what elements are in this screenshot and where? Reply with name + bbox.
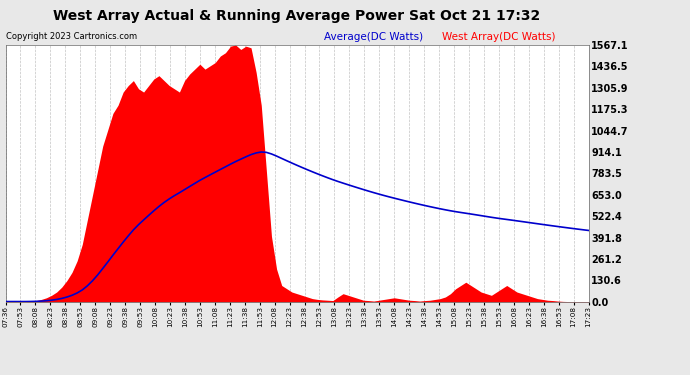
Text: West Array(DC Watts): West Array(DC Watts) — [442, 32, 555, 42]
Text: West Array Actual & Running Average Power Sat Oct 21 17:32: West Array Actual & Running Average Powe… — [53, 9, 540, 23]
Text: Copyright 2023 Cartronics.com: Copyright 2023 Cartronics.com — [6, 32, 137, 41]
Text: Average(DC Watts): Average(DC Watts) — [324, 32, 424, 42]
